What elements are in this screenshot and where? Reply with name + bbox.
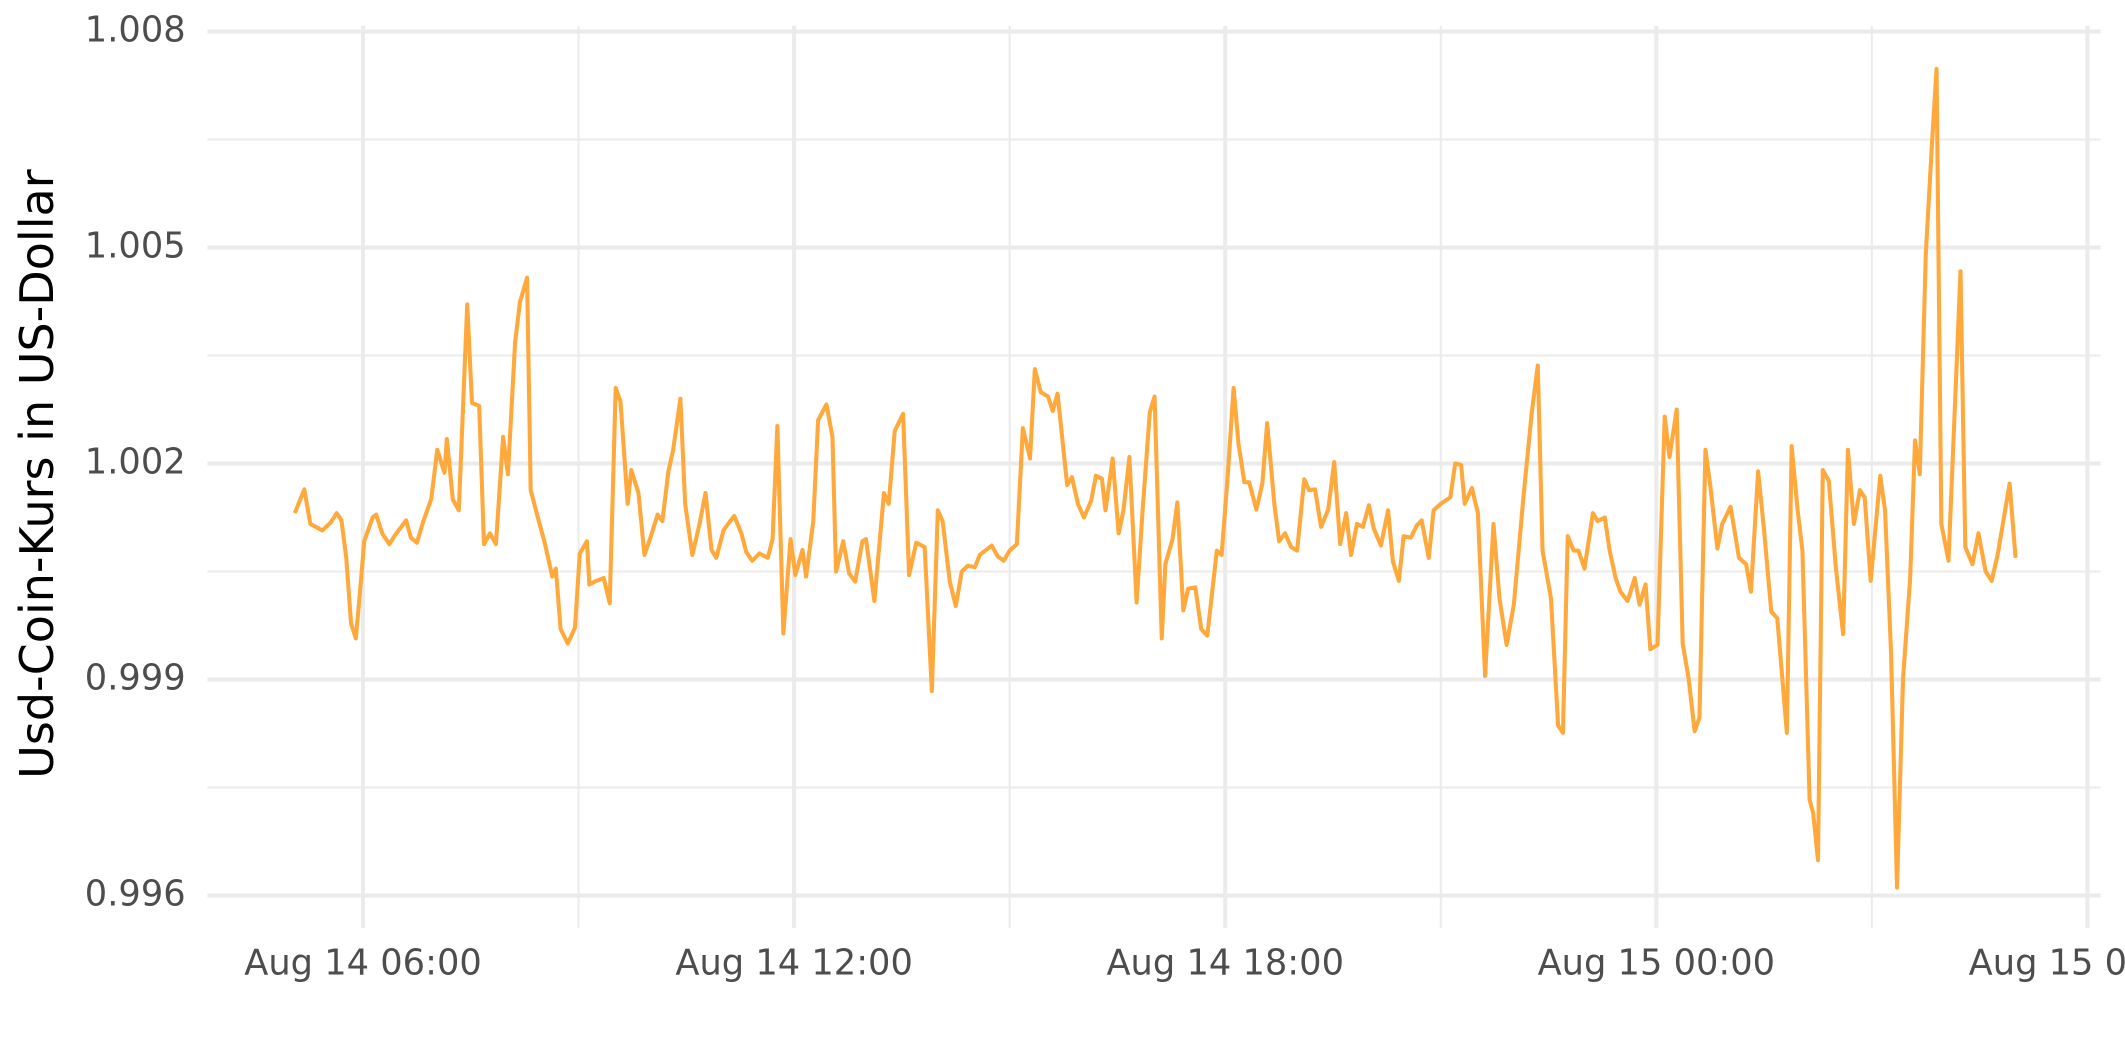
y-axis-label: Usd-Coin-Kurs in US-Dollar bbox=[10, 169, 64, 779]
x-tick-label: Aug 15 06:00 bbox=[1969, 942, 2125, 983]
y-tick-label: 1.008 bbox=[85, 10, 186, 51]
x-tick-label: Aug 14 18:00 bbox=[1106, 942, 1344, 983]
y-tick-label: 1.002 bbox=[85, 442, 186, 483]
y-tick-label: 1.005 bbox=[85, 226, 186, 267]
y-tick-label: 0.996 bbox=[85, 874, 186, 915]
x-tick-label: Aug 14 12:00 bbox=[675, 942, 913, 983]
y-tick-label: 0.999 bbox=[85, 658, 186, 699]
x-tick-label: Aug 15 00:00 bbox=[1538, 942, 1776, 983]
price-line bbox=[292, 66, 2018, 890]
x-tick-label: Aug 14 06:00 bbox=[244, 942, 482, 983]
